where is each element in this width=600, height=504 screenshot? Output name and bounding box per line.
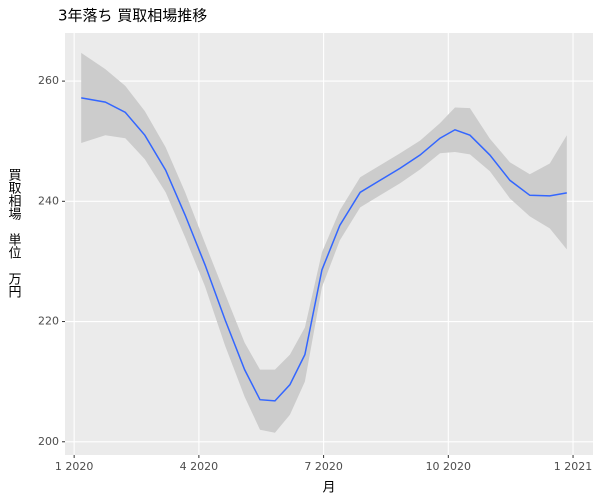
confidence-band [81,52,567,433]
y-tick-label: 240 [38,194,59,207]
y-tick-label: 200 [38,435,59,448]
smooth-line [81,97,567,402]
x-tick-label: 1 2021 [554,460,593,473]
x-axis-label: 月 [322,481,335,496]
x-tick-label: 7 2020 [304,460,343,473]
x-tick-label: 1 2020 [55,460,94,473]
y-axis-label: 買取相場 単位 万円 [6,168,22,298]
chart-title: 3年落ち 買取相場推移 [58,7,207,25]
x-tick-label: 10 2020 [426,460,472,473]
y-tick-label: 220 [38,315,59,328]
y-tick-label: 260 [38,74,59,87]
x-tick-label: 4 2020 [180,460,219,473]
